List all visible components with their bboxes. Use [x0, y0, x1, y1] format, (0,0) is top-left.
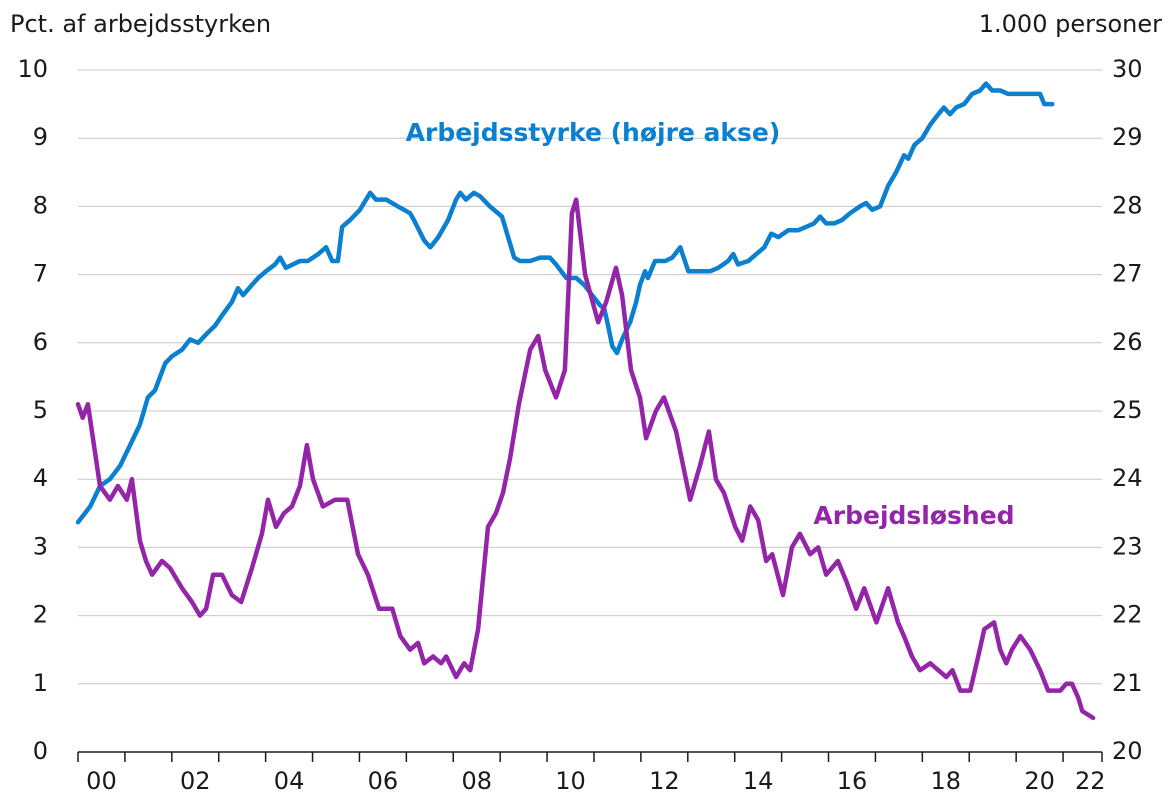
y2-tick-label: 30 — [1112, 55, 1143, 83]
x-tick-label: 22 — [1075, 767, 1106, 795]
y-tick-label: 9 — [33, 123, 48, 151]
data-line — [75, 81, 1055, 525]
y2-tick-label: 26 — [1112, 328, 1143, 356]
x-tick-label: 18 — [931, 767, 962, 795]
y-tick-label: 1 — [33, 669, 48, 697]
y2-tick-label: 21 — [1112, 669, 1143, 697]
y2-tick-label: 29 — [1112, 123, 1143, 151]
y-axis-label: Pct. af arbejdsstyrken — [10, 10, 271, 38]
x-tick-label: 06 — [368, 767, 399, 795]
y-tick-label: 10 — [17, 55, 48, 83]
y2-tick-label: 23 — [1112, 532, 1143, 560]
y2-tick-label: 27 — [1112, 260, 1143, 288]
y-tick-label: 5 — [33, 396, 48, 424]
x-tick-label: 20 — [1024, 767, 1055, 795]
x-tick-label: 16 — [837, 767, 868, 795]
x-tick-label: 02 — [180, 767, 211, 795]
y-tick-label: 3 — [33, 532, 48, 560]
y-tick-label: 8 — [33, 191, 48, 219]
y2-tick-label: 24 — [1112, 464, 1143, 492]
x-tick-label: 14 — [743, 767, 774, 795]
y2-tick-label: 28 — [1112, 191, 1143, 219]
y-tick-label: 2 — [33, 601, 48, 629]
annotation: Arbejdsstyrke (højre akse) — [406, 118, 781, 147]
y2-tick-label: 25 — [1112, 396, 1143, 424]
y2-tick-label: 20 — [1112, 737, 1143, 765]
y-tick-label: 7 — [33, 260, 48, 288]
x-tick-label: 10 — [555, 767, 586, 795]
x-tick-label: 12 — [649, 767, 680, 795]
annotation: Arbejdsløshed — [813, 501, 1014, 530]
data-line — [75, 197, 1096, 721]
y-tick-label: 6 — [33, 328, 48, 356]
y-tick-label: 0 — [33, 737, 48, 765]
y2-tick-label: 22 — [1112, 601, 1143, 629]
y-tick-label: 4 — [33, 464, 48, 492]
x-tick-label: 04 — [274, 767, 305, 795]
x-tick-label: 08 — [461, 767, 492, 795]
x-tick-label: 00 — [86, 767, 117, 795]
y2-axis-label: 1.000 personer — [979, 10, 1162, 38]
